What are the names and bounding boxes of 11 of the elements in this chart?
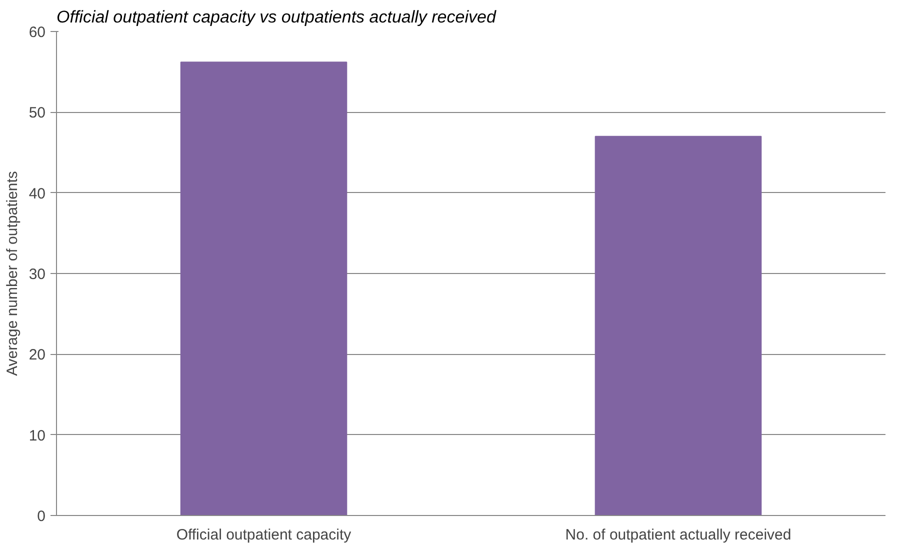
y-tick-label: 50 (28, 104, 46, 122)
x-tick-label: No. of outpatient actually received (565, 526, 792, 544)
y-tick-label: 60 (28, 24, 46, 41)
y-tick-label: 40 (28, 185, 46, 202)
x-tick-label: Official outpatient capacity (176, 526, 352, 544)
y-tick-label: 20 (28, 346, 46, 364)
y-axis-title: Average number of outpatients (4, 171, 21, 376)
y-tick-label: 30 (28, 266, 46, 283)
y-tick-label: 0 (37, 508, 46, 525)
chart-title: Official outpatient capacity vs outpatients actually received (56, 8, 496, 26)
y-tick-label: 10 (28, 427, 46, 444)
